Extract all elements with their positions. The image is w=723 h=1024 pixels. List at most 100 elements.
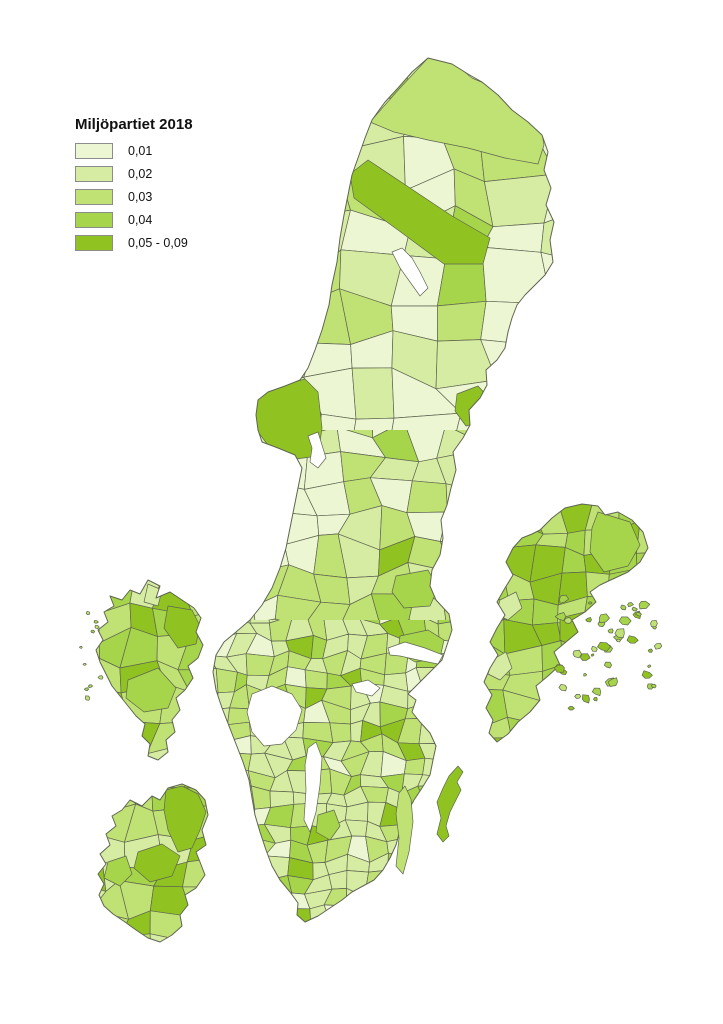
municipality: [226, 769, 252, 789]
municipality: [222, 966, 244, 996]
municipality: [475, 938, 500, 961]
municipality: [456, 930, 475, 944]
municipality: [133, 843, 181, 883]
legend-swatch-4: [75, 211, 113, 228]
legend-swatch-2: [75, 165, 113, 182]
municipality: [217, 913, 246, 937]
municipality: [473, 904, 500, 922]
island: [84, 695, 91, 701]
municipality: [213, 482, 214, 519]
municipality: [507, 737, 540, 742]
island: [93, 619, 99, 624]
municipality: [213, 709, 217, 719]
municipality: [395, 22, 455, 54]
island: [558, 683, 568, 692]
municipality: [578, 128, 644, 182]
island: [563, 617, 573, 624]
municipality: [213, 536, 248, 576]
municipality: [643, 128, 683, 182]
municipality: [632, 716, 648, 742]
municipality: [96, 629, 100, 672]
municipality: [419, 938, 440, 959]
municipality: [507, 430, 550, 462]
municipality: [630, 460, 691, 505]
municipality: [542, 693, 566, 726]
municipality: [322, 921, 342, 922]
municipality: [586, 9, 638, 66]
municipality: [477, 761, 516, 794]
municipality: [530, 895, 554, 915]
island: [97, 675, 104, 680]
municipality: [182, 858, 208, 888]
municipality: [576, 787, 597, 811]
island: [647, 648, 653, 653]
legend-item: 0,03: [75, 188, 193, 205]
municipality: [609, 697, 646, 724]
municipality: [593, 175, 644, 218]
municipality: [535, 99, 554, 137]
municipality: [96, 580, 99, 584]
municipality: [531, 870, 554, 898]
island: [614, 628, 625, 638]
municipality: [466, 430, 515, 437]
municipality: [458, 666, 481, 693]
municipality: [286, 923, 313, 946]
municipality: [484, 546, 508, 580]
municipality: [213, 717, 228, 742]
municipality: [96, 613, 100, 644]
municipality: [96, 746, 99, 760]
municipality: [560, 753, 577, 770]
municipality: [455, 739, 477, 770]
municipality: [211, 887, 257, 918]
municipality: [230, 805, 256, 826]
lake: [391, 247, 429, 297]
lake: [307, 431, 327, 469]
municipality: [501, 481, 542, 520]
municipality: [251, 853, 270, 881]
municipality: [96, 721, 129, 748]
municipality: [228, 835, 257, 861]
legend-item: 0,05 - 0,09: [75, 234, 193, 251]
municipality: [551, 722, 554, 745]
municipality: [69, 992, 108, 1024]
municipality: [225, 620, 252, 624]
municipality: [566, 738, 595, 742]
municipality: [554, 939, 577, 963]
municipality: [117, 769, 158, 798]
municipality: [514, 905, 542, 922]
municipality: [473, 921, 501, 922]
municipality: [337, 593, 382, 620]
municipality: [213, 920, 217, 922]
municipality: [492, 820, 520, 844]
municipality: [211, 833, 247, 868]
municipality: [348, 417, 395, 430]
municipality: [228, 910, 253, 922]
municipality: [215, 906, 232, 922]
stockholm-inset-coastline: [483, 503, 649, 743]
municipality: [669, 743, 700, 772]
municipality: [688, 690, 722, 724]
municipality: [532, 741, 554, 760]
municipality: [539, 58, 554, 105]
municipality: [243, 937, 282, 970]
municipality: [577, 736, 597, 755]
lake: [303, 741, 323, 833]
municipality: [269, 930, 293, 946]
municipality: [118, 933, 153, 942]
municipality: [573, 768, 596, 791]
municipality: [119, 989, 163, 1023]
municipality: [385, 929, 404, 947]
municipality: [213, 327, 225, 378]
municipality: [633, 504, 648, 522]
municipality: [314, 413, 357, 430]
municipality: [542, 398, 568, 425]
municipality: [511, 773, 542, 795]
municipality: [569, 457, 603, 492]
municipality: [213, 64, 223, 99]
municipality: [484, 521, 515, 549]
municipality: [659, 552, 693, 583]
municipality: [530, 405, 554, 430]
island: [615, 638, 621, 643]
municipality: [177, 627, 203, 671]
